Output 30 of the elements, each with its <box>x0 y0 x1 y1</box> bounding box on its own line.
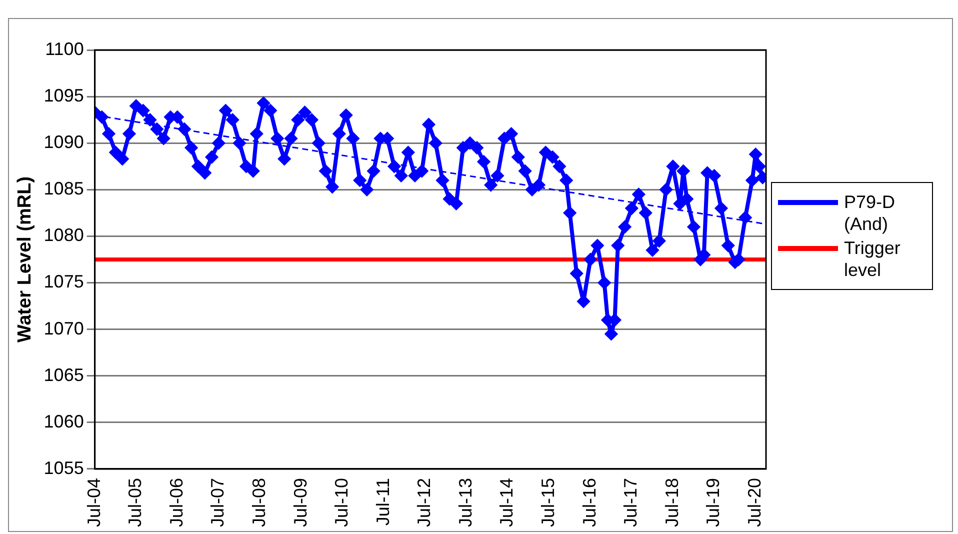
x-tick-label: Jul-04 <box>84 478 104 528</box>
y-tick-label: 1070 <box>44 318 84 338</box>
legend-label: Trigger level <box>844 237 902 281</box>
x-tick-label: Jul-19 <box>703 478 724 528</box>
x-tick-label: Jul-07 <box>208 478 228 528</box>
y-tick-label: 1060 <box>44 411 84 432</box>
x-tick-label: Jul-06 <box>166 478 186 528</box>
x-tick-label: Jul-09 <box>290 478 310 528</box>
y-axis-title: Water Level (mRL) <box>14 176 36 343</box>
x-tick-label: Jul-18 <box>662 478 682 528</box>
y-tick-label: 1095 <box>44 86 84 106</box>
y-tick-label: 1090 <box>44 132 84 152</box>
x-tick-label: Jul-08 <box>249 478 269 528</box>
x-tick-label: Jul-12 <box>414 478 434 528</box>
y-tick-label: 1075 <box>44 272 84 292</box>
legend-label: P79-D (And) <box>844 191 896 235</box>
y-tick-label: 1080 <box>44 225 84 246</box>
x-tick-label: Jul-20 <box>744 478 765 528</box>
x-tick-label: Jul-17 <box>620 478 641 528</box>
x-tick-label: Jul-11 <box>372 478 393 526</box>
y-tick-label: 1055 <box>44 458 84 478</box>
x-tick-label: Jul-13 <box>455 478 476 528</box>
y-tick-label: 1085 <box>44 178 84 199</box>
y-tick-label: 1065 <box>44 364 84 385</box>
y-tick-label: 1100 <box>45 38 84 59</box>
x-tick-label: Jul-05 <box>125 478 146 528</box>
x-tick-label: Jul-14 <box>496 478 517 528</box>
x-tick-label: Jul-16 <box>579 478 600 528</box>
x-tick-label: Jul-15 <box>538 478 558 528</box>
x-tick-label: Jul-10 <box>332 478 352 528</box>
